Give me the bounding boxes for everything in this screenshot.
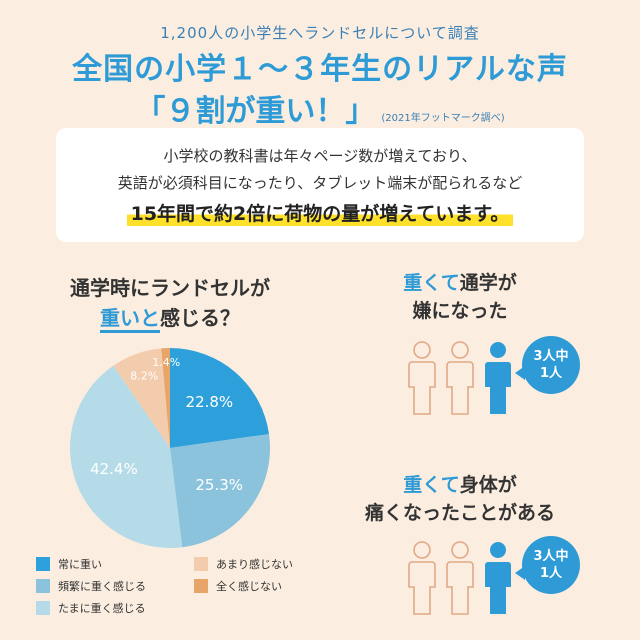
survey-source: (2021年フットマーク調べ)	[381, 113, 505, 124]
legend-item-rarely: あまり感じない	[194, 556, 344, 572]
stat2-emphasis: 重くて	[403, 474, 460, 496]
pie-chart: 22.8% 25.3% 42.4% 8.2%1.4%	[70, 348, 270, 548]
stat2-rest: 身体が	[459, 474, 517, 496]
pie-slice	[170, 434, 270, 548]
bubble-tail	[515, 566, 525, 580]
person-filled-icon	[485, 542, 511, 614]
pie-slice-label: 25.3%	[195, 476, 243, 494]
pie-slice-label: 1.4%	[152, 356, 180, 369]
legend-label: 常に重い	[58, 558, 102, 571]
bubble-tail	[515, 366, 525, 380]
question-emphasis: 重いと	[100, 306, 160, 333]
stat2-bubble: 3人中 1人	[515, 536, 580, 594]
main-title-line2: 「９割が重い！」 (2021年フットマーク調べ)	[0, 86, 640, 130]
person-outline-icon	[408, 541, 436, 615]
legend-label: 頻繁に重く感じる	[58, 580, 146, 593]
question-rest: 感じる？	[160, 306, 240, 330]
stat2-bubble-line2: 1人	[539, 566, 563, 581]
pie-slice	[70, 365, 183, 548]
pie-slice-label: 8.2%	[130, 369, 158, 382]
question-line-2: 重いと感じる？	[0, 302, 340, 333]
legend-item-sometimes-heavy: たまに重く感じる	[36, 600, 216, 616]
headline-quote: 「９割が重い！」	[135, 94, 376, 129]
pie-slice	[170, 348, 270, 448]
person-outline-icon	[446, 341, 474, 415]
legend-label: 全く感じない	[216, 580, 282, 593]
pie-slice-label: 22.8%	[186, 393, 234, 411]
main-title: 全国の小学１～３年生のリアルな声	[72, 52, 568, 87]
intro-line-2: 英語が必須科目になったり、タブレット端末が配られるなど	[117, 174, 523, 192]
stat1-rest: 通学が	[459, 272, 517, 294]
legend-item-often-heavy: 頻繁に重く感じる	[36, 578, 216, 594]
legend-swatch	[36, 557, 50, 571]
legend-swatch	[36, 601, 50, 615]
stat1-figures	[408, 341, 511, 415]
legend-item-never: 全く感じない	[194, 578, 344, 594]
stat1-bubble-line1: 3人中	[533, 349, 569, 364]
stat1-bubble-line2: 1人	[539, 366, 563, 381]
stat1-line-1: 重くて通学が	[320, 268, 600, 295]
stat2-bubble-line1: 3人中	[533, 549, 569, 564]
stat2-line-1: 重くて身体が	[320, 470, 600, 497]
pie-slice	[161, 348, 170, 448]
intro-highlight: 15年間で約2倍に荷物の量が増えています。	[126, 199, 514, 226]
stat1-bubble: 3人中 1人	[515, 336, 580, 394]
pie-slice	[113, 348, 170, 448]
intro-line-1: 小学校の教科書は年々ページ数が増えており、	[163, 147, 477, 165]
stat2-figures	[408, 541, 511, 615]
person-filled-icon	[485, 342, 511, 414]
legend-label: たまに重く感じる	[58, 602, 146, 615]
question-line-1: 通学時にランドセルが	[70, 276, 270, 300]
intro-highlight-wrap: 15年間で約2倍に荷物の量が増えています。	[56, 199, 584, 226]
pie-slice-label: 42.4%	[90, 460, 138, 478]
legend-swatch	[194, 579, 208, 593]
person-outline-icon	[446, 541, 474, 615]
stat2-line-2: 痛くなったことがある	[364, 502, 555, 524]
legend-swatch	[194, 557, 208, 571]
survey-subtitle: 1,200人の小学生へランドセルについて調査	[160, 24, 480, 42]
stat1-line-2: 嫌になった	[412, 300, 508, 322]
person-outline-icon	[408, 341, 436, 415]
legend-label: あまり感じない	[216, 558, 293, 571]
legend-item-always-heavy: 常に重い	[36, 556, 216, 572]
stat1-emphasis: 重くて	[403, 272, 460, 294]
legend-swatch	[36, 579, 50, 593]
